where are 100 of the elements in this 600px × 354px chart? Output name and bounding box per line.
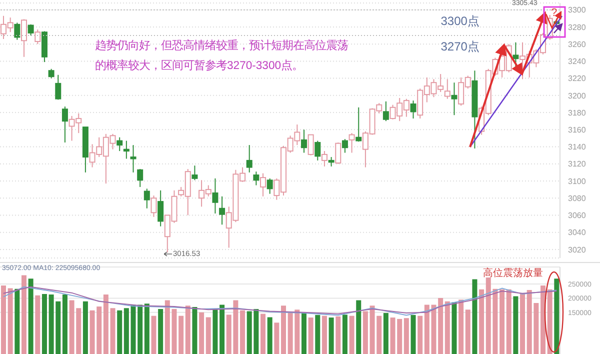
y-tick-label: 3080 — [568, 194, 586, 203]
candlestick — [212, 178, 218, 214]
bar — [1, 285, 6, 354]
candlestick — [382, 100, 389, 122]
bar — [383, 312, 388, 354]
bar — [479, 289, 484, 354]
y-tick-label: 3040 — [568, 228, 586, 238]
bar — [328, 318, 334, 354]
annotation: 高位震荡放量 — [483, 266, 543, 280]
bar — [281, 306, 286, 354]
candlestick — [321, 150, 328, 167]
bar — [500, 289, 505, 354]
bar — [540, 285, 546, 354]
y-tick-label: 3300 — [568, 6, 586, 15]
candlestick — [512, 42, 519, 70]
annotation: ? — [551, 7, 558, 19]
bar — [362, 311, 368, 354]
candlestick — [219, 196, 226, 226]
candlestick — [314, 140, 321, 161]
candlestick — [451, 82, 458, 116]
candlestick — [137, 168, 144, 188]
bar — [28, 278, 34, 354]
bar — [308, 318, 314, 354]
bar — [554, 278, 560, 354]
bar — [260, 314, 266, 354]
bar — [206, 317, 211, 354]
bar — [547, 289, 552, 354]
candlestick — [308, 134, 314, 156]
candlestick — [20, 18, 27, 58]
y-tick-label: 3220 — [568, 74, 586, 84]
bar — [458, 300, 464, 354]
candlestick — [144, 188, 150, 209]
bar — [410, 314, 416, 354]
bar — [21, 275, 26, 354]
candlestick — [342, 138, 348, 154]
candlestick — [116, 136, 123, 152]
candlestick — [348, 132, 355, 154]
bar — [452, 302, 457, 354]
bar — [513, 296, 518, 354]
bar — [240, 310, 246, 354]
candlestick — [192, 165, 198, 181]
bar — [438, 298, 444, 354]
candlestick — [266, 178, 273, 194]
bar — [274, 322, 280, 354]
bar — [35, 295, 40, 354]
candlestick — [410, 100, 416, 120]
candlestick — [260, 172, 266, 197]
bar — [185, 306, 190, 354]
bar — [124, 308, 129, 354]
bar — [62, 294, 68, 354]
y-tick-label: 3180 — [568, 108, 586, 118]
bar — [336, 316, 341, 354]
bar — [506, 289, 512, 354]
bar — [322, 316, 327, 354]
y-tick-label: 3260 — [568, 40, 586, 49]
candlestick — [158, 190, 164, 227]
y-tick-label: 3060 — [568, 211, 586, 220]
candlestick — [246, 144, 252, 173]
bar — [82, 301, 88, 354]
candlestick — [150, 195, 157, 218]
y-tick-label: 3100 — [568, 176, 586, 186]
candlestick — [300, 129, 307, 154]
candlestick — [55, 74, 62, 100]
bar — [117, 310, 122, 354]
bar — [192, 307, 198, 354]
candlestick — [34, 29, 41, 45]
bar — [178, 316, 184, 354]
candlestick — [356, 106, 362, 142]
bar — [404, 318, 409, 354]
bar — [103, 294, 108, 354]
bar — [315, 314, 320, 354]
bar — [520, 293, 526, 354]
bar — [472, 279, 478, 354]
y-tick-label: 3280 — [568, 22, 586, 32]
ref-line-label: 3300点 — [440, 14, 480, 28]
y-tick-label: 3020 — [568, 245, 586, 254]
bar — [8, 288, 13, 354]
y-tick-label: 3140 — [568, 142, 586, 152]
bar — [418, 316, 423, 354]
candlestick — [130, 144, 136, 173]
bar — [151, 316, 156, 354]
bar — [199, 312, 204, 354]
bar — [465, 310, 470, 354]
bar — [14, 288, 20, 354]
bar — [301, 312, 306, 354]
bar — [342, 314, 348, 354]
bar — [158, 309, 164, 354]
bar — [212, 310, 218, 354]
y-tick-label: 3120 — [568, 160, 586, 169]
bar — [144, 304, 150, 354]
y-tick-label: 3240 — [568, 57, 586, 66]
bar — [444, 301, 450, 354]
bar — [349, 316, 354, 354]
candlestick — [444, 78, 450, 100]
candlestick — [62, 106, 68, 143]
candlestick — [328, 156, 334, 167]
bar — [110, 308, 116, 354]
bar — [267, 317, 272, 354]
y-tick-label: 3160 — [568, 125, 586, 134]
bar — [220, 304, 225, 354]
